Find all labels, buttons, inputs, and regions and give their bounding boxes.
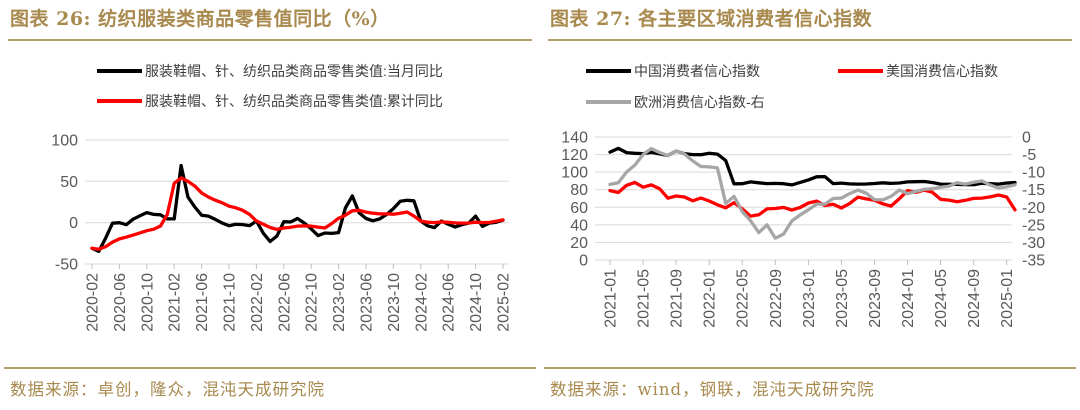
x-axis-tick-label: 2024-10 xyxy=(468,273,485,332)
legend-line-swatch xyxy=(586,69,631,74)
x-axis-tick-label: 2022-10 xyxy=(304,273,321,332)
legend-label: 中国消费者信心指数 xyxy=(634,63,760,80)
x-axis-tick-label: 2021-10 xyxy=(222,273,239,332)
figure-27-source: 数据来源：wind，钢联，混沌天成研究院 xyxy=(544,366,1076,410)
x-axis-tick-label: 2020-02 xyxy=(85,273,102,332)
y-axis-tick-label: 80 xyxy=(570,182,588,199)
x-axis-tick-label: 2024-06 xyxy=(441,273,458,332)
x-axis-tick-label: 2024-05 xyxy=(933,269,950,328)
series-line-2 xyxy=(608,146,1017,240)
y-axis-tick-label: -50 xyxy=(55,256,78,273)
x-axis-tick-label: 2023-01 xyxy=(801,269,818,328)
legend-item: 服装鞋帽、针、纺织品类商品零售类值:累计同比 xyxy=(97,91,443,111)
x-axis-tick-label: 2023-05 xyxy=(834,269,851,328)
y-axis-tick-label: 50 xyxy=(60,174,78,191)
y2-axis-tick-label: -10 xyxy=(1022,164,1045,181)
x-axis-tick-label: 2021-02 xyxy=(167,273,184,332)
x-axis-tick-label: 2021-05 xyxy=(636,269,653,328)
y-axis-tick-label: 0 xyxy=(69,215,78,232)
y2-axis-tick-label: -25 xyxy=(1022,217,1045,234)
legend-label: 美国消费信心指数 xyxy=(886,63,998,80)
x-axis-tick-label: 2023-10 xyxy=(386,273,403,332)
legend-line-swatch xyxy=(97,68,143,73)
x-axis-tick-label: 2025-01 xyxy=(999,269,1016,328)
figure-26-title: 图表 26: 纺织服装类商品零售值同比（%） xyxy=(8,7,532,41)
y-axis-tick-label: 60 xyxy=(570,200,588,217)
y2-axis-tick-label: -30 xyxy=(1022,235,1045,252)
x-axis-tick-label: 2021-09 xyxy=(669,269,686,328)
legend-line-swatch xyxy=(586,100,631,105)
y-axis-tick-label: 140 xyxy=(561,129,588,146)
x-axis-tick-label: 2022-05 xyxy=(735,269,752,328)
x-axis-tick-label: 2024-01 xyxy=(900,269,917,328)
y2-axis-tick-label: -35 xyxy=(1022,252,1045,269)
series-line-0 xyxy=(90,163,505,253)
x-axis-tick-label: 2020-06 xyxy=(112,273,129,332)
series-line-1 xyxy=(90,176,505,251)
y2-axis-tick-label: 0 xyxy=(1022,129,1031,146)
x-axis-tick-label: 2021-01 xyxy=(603,269,620,328)
x-axis-tick-label: 2024-02 xyxy=(413,273,430,332)
x-axis-tick-label: 2022-06 xyxy=(276,273,293,332)
y-axis-tick-label: 100 xyxy=(561,164,588,181)
x-axis-tick-label: 2022-09 xyxy=(768,269,785,328)
x-axis-tick-label: 2023-09 xyxy=(867,269,884,328)
x-axis-tick-label: 2024-09 xyxy=(966,269,983,328)
y2-axis-tick-label: -20 xyxy=(1022,200,1045,217)
figure-27-panel: 图表 27: 各主要区域消费者信心指数 中国消费者信心指数 美国消费信心指数欧洲消… xyxy=(540,0,1080,408)
legend-label: 欧洲消费信心指数-右 xyxy=(634,94,765,111)
legend-item: 服装鞋帽、针、纺织品类商品零售类值:当月同比 xyxy=(97,61,443,81)
legend-line-swatch xyxy=(97,98,143,103)
x-axis-tick-label: 2023-06 xyxy=(359,273,376,332)
textile-apparel-retail-yoy-chart: 100 50 0 -50 2020-02 2020-06 2020-10 2021-02 202… xyxy=(51,132,513,332)
x-axis-tick-label: 2023-02 xyxy=(331,273,348,332)
y2-axis-tick-label: -5 xyxy=(1022,147,1036,164)
figure-27-title: 图表 27: 各主要区域消费者信心指数 xyxy=(548,7,1072,41)
legend-item: 中国消费者信心指数 xyxy=(586,61,838,82)
y-axis-tick-label: 20 xyxy=(570,235,588,252)
legend-label: 服装鞋帽、针、纺织品类商品零售类值:累计同比 xyxy=(145,92,443,109)
legend-item: 美国消费信心指数 xyxy=(838,61,1080,82)
series-line-1 xyxy=(608,180,1017,218)
figure-26-legend: 服装鞋帽、针、纺织品类商品零售类值:当月同比 服装鞋帽、针、纺织品类商品零售类值:… xyxy=(0,61,540,113)
legend-item: 欧洲消费信心指数-右 xyxy=(586,92,838,113)
x-axis-tick-label: 2025-02 xyxy=(496,273,513,332)
figure-26-source: 数据来源：卓创，隆众，混沌天成研究院 xyxy=(4,366,536,410)
consumer-confidence-index-chart: 1401201008060402000-5-10-15-20-25-30-352… xyxy=(561,129,1045,328)
x-axis-tick-label: 2022-01 xyxy=(702,269,719,328)
figure-26-panel: 图表 26: 纺织服装类商品零售值同比（%） 服装鞋帽、针、纺织品类商品零售类值… xyxy=(0,0,540,408)
legend-line-swatch xyxy=(838,69,883,74)
x-axis-tick-label: 2021-06 xyxy=(194,273,211,332)
y2-axis-tick-label: -15 xyxy=(1022,182,1045,199)
y-axis-tick-label: 120 xyxy=(561,147,588,164)
x-axis-tick-label: 2020-10 xyxy=(139,273,156,332)
legend-label: 服装鞋帽、针、纺织品类商品零售类值:当月同比 xyxy=(145,62,443,79)
y-axis-tick-label: 40 xyxy=(570,217,588,234)
y-axis-tick-label: 100 xyxy=(51,132,78,149)
y-axis-tick-label: 0 xyxy=(579,252,588,269)
x-axis-tick-label: 2022-02 xyxy=(249,273,266,332)
figure-27-legend: 中国消费者信心指数 美国消费信心指数欧洲消费信心指数-右 xyxy=(586,61,1080,113)
